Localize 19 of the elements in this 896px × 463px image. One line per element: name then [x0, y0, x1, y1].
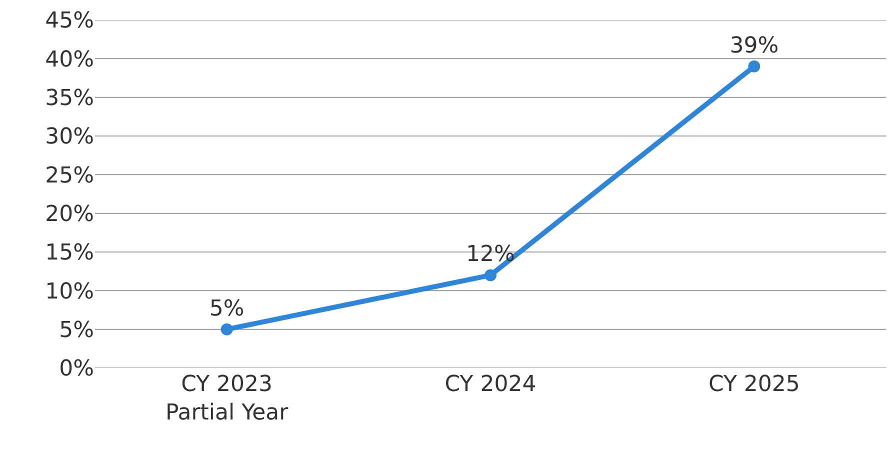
y-tick-label: 35% [45, 86, 94, 112]
point [220, 323, 233, 336]
point [484, 269, 496, 282]
y-tick-label: 45% [45, 8, 94, 34]
data-label: 39% [730, 33, 779, 58]
x-tick-label: CY 2024 [444, 372, 536, 397]
y-tick-label: 40% [45, 47, 94, 72]
point [748, 60, 760, 72]
y-tick-label: 25% [45, 163, 94, 188]
x-tick-label: CY 2025 [708, 372, 800, 397]
x-tick-label: CY 2023 Partial Year [165, 372, 290, 426]
data-label: 12% [466, 242, 515, 268]
y-tick-label: 5% [59, 318, 94, 344]
y-tick-label: 30% [45, 124, 94, 150]
y-tick-label: 10% [45, 279, 94, 304]
data-label: 5% [209, 296, 244, 322]
y-tick-label: 15% [45, 240, 94, 266]
y-tick-label: 0% [59, 356, 94, 382]
y-tick-label: 20% [45, 202, 94, 228]
